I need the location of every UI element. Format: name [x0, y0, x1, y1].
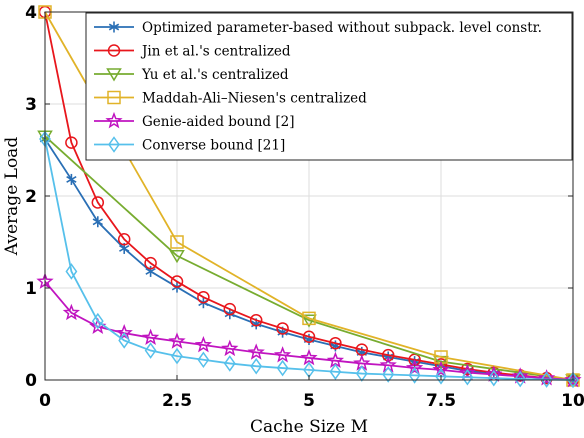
data-point [105, 111, 123, 129]
data-point [168, 332, 186, 349]
data-point [302, 311, 316, 326]
legend-item: Genie-aided bound [2] [94, 111, 294, 130]
legend-box [85, 12, 573, 161]
legend-label: Jin et al.'s centralized [140, 44, 291, 60]
data-point [107, 44, 121, 57]
data-point [108, 136, 120, 153]
data-point [329, 336, 342, 350]
data-point [461, 362, 474, 376]
data-point [567, 371, 579, 389]
data-point [564, 370, 582, 388]
data-point [381, 348, 395, 362]
legend-label: Genie-aided bound [2] [142, 114, 294, 130]
data-point [62, 303, 81, 321]
data-point [115, 323, 133, 341]
data-point [302, 330, 316, 344]
data-point [301, 314, 317, 328]
series-line [44, 135, 574, 381]
data-point [65, 263, 78, 280]
y-tick-label: 2 [25, 187, 37, 207]
data-point [458, 363, 477, 380]
series-layer [36, 5, 582, 389]
legend-item: Yu et al.'s centralized [94, 67, 289, 83]
data-point [537, 369, 556, 386]
data-point [66, 173, 77, 185]
data-point [108, 21, 120, 33]
data-point [432, 360, 450, 378]
data-point [144, 342, 157, 359]
legend-label: Yu et al.'s centralized [141, 67, 289, 83]
legend-label: Converse bound [21] [142, 138, 285, 154]
x-tick-label: 7.5 [426, 391, 456, 411]
data-point [405, 358, 424, 376]
data-point [92, 216, 103, 228]
data-point [276, 322, 289, 335]
data-point [223, 355, 236, 372]
series-line [44, 280, 574, 381]
data-point [382, 366, 395, 383]
axis-ticks: 0 2.5 5 7.5 10 0 1 2 3 4 [25, 3, 584, 411]
legend-item: Optimized parameter-based without subpac… [94, 20, 542, 36]
data-point [276, 359, 289, 377]
data-point [329, 363, 342, 381]
data-point [540, 371, 553, 388]
series [38, 5, 580, 387]
x-tick-label: 0 [39, 391, 51, 411]
data-point [194, 335, 213, 353]
data-point [106, 68, 122, 82]
data-point [117, 232, 131, 246]
y-tick-label: 3 [25, 95, 37, 115]
data-point [461, 368, 474, 386]
data-point [169, 250, 185, 264]
series [36, 272, 582, 388]
series [39, 130, 579, 389]
series-line [44, 138, 574, 381]
x-tick-label: 10 [561, 391, 584, 411]
y-tick-label: 4 [25, 3, 37, 23]
data-point [408, 367, 421, 384]
data-point [141, 328, 160, 346]
data-point [170, 275, 184, 288]
data-point [435, 368, 447, 385]
legend-label: Maddah-Ali–Niesen's centralized [142, 91, 367, 107]
data-point [514, 370, 527, 388]
data-point [300, 348, 318, 366]
data-point [197, 351, 210, 369]
x-axis-label: Cache Size M [250, 417, 368, 437]
data-point [250, 357, 263, 375]
data-point [221, 339, 239, 357]
data-point [107, 90, 121, 105]
legend-item: Converse bound [21] [94, 136, 285, 154]
x-tick-label: 2.5 [162, 391, 192, 411]
y-axis-label: Average Load [2, 137, 22, 257]
data-point [249, 313, 263, 327]
data-point [145, 265, 156, 277]
data-point [171, 347, 183, 365]
legend-item: Jin et al.'s centralized [94, 44, 291, 60]
data-point [170, 235, 184, 249]
series-line [44, 11, 574, 381]
data-point [197, 290, 210, 304]
data-point [355, 365, 368, 382]
data-point [65, 136, 78, 149]
data-point [144, 256, 157, 270]
x-tick-label: 5 [303, 391, 315, 411]
data-point [91, 196, 105, 209]
data-point [91, 312, 104, 330]
data-point [223, 302, 237, 316]
data-point [247, 343, 265, 360]
data-point [273, 346, 292, 363]
legend-label: Optimized parameter-based without subpac… [142, 20, 542, 36]
legend-item: Maddah-Ali–Niesen's centralized [94, 91, 367, 107]
data-point [487, 369, 500, 387]
legend: Optimized parameter-based without subpac… [85, 12, 573, 161]
y-tick-label: 0 [25, 371, 37, 391]
data-point [118, 332, 131, 349]
series-line [44, 11, 574, 381]
y-tick-label: 1 [25, 279, 37, 299]
